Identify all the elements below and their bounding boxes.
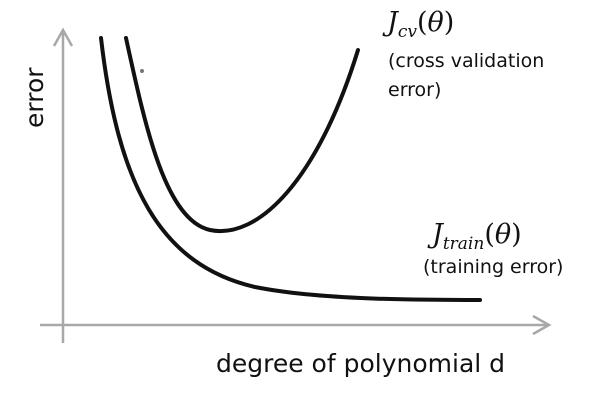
- stray-mark: [140, 69, 144, 73]
- cv-symbol-label: Jcv(θ): [382, 7, 454, 42]
- training-error-curve: [99, 36, 482, 302]
- cv-symbol-main: J: [382, 7, 400, 38]
- train-symbol-label: Jtrain(θ): [427, 219, 522, 254]
- cv-symbol-open: (: [417, 7, 428, 38]
- y-axis: [52, 27, 74, 343]
- cross-validation-error-curve: [124, 36, 360, 234]
- x-axis-label: degree of polynomial d: [216, 349, 505, 378]
- train-symbol-open: (: [484, 219, 495, 250]
- y-axis-label: error: [20, 67, 49, 128]
- train-symbol-sub: train: [443, 234, 484, 254]
- cv-note-line1: (cross validation: [388, 50, 544, 72]
- train-note-line1: (training error): [423, 256, 563, 278]
- train-symbol-close: ): [511, 219, 522, 250]
- train-symbol-main: J: [427, 219, 445, 250]
- cv-symbol-theta: θ: [428, 7, 444, 38]
- cv-note-line2: error): [388, 79, 441, 101]
- cv-symbol-close: ): [444, 7, 455, 38]
- cv-symbol-sub: cv: [398, 22, 418, 42]
- train-symbol-theta: θ: [495, 219, 511, 250]
- x-axis: [40, 314, 552, 336]
